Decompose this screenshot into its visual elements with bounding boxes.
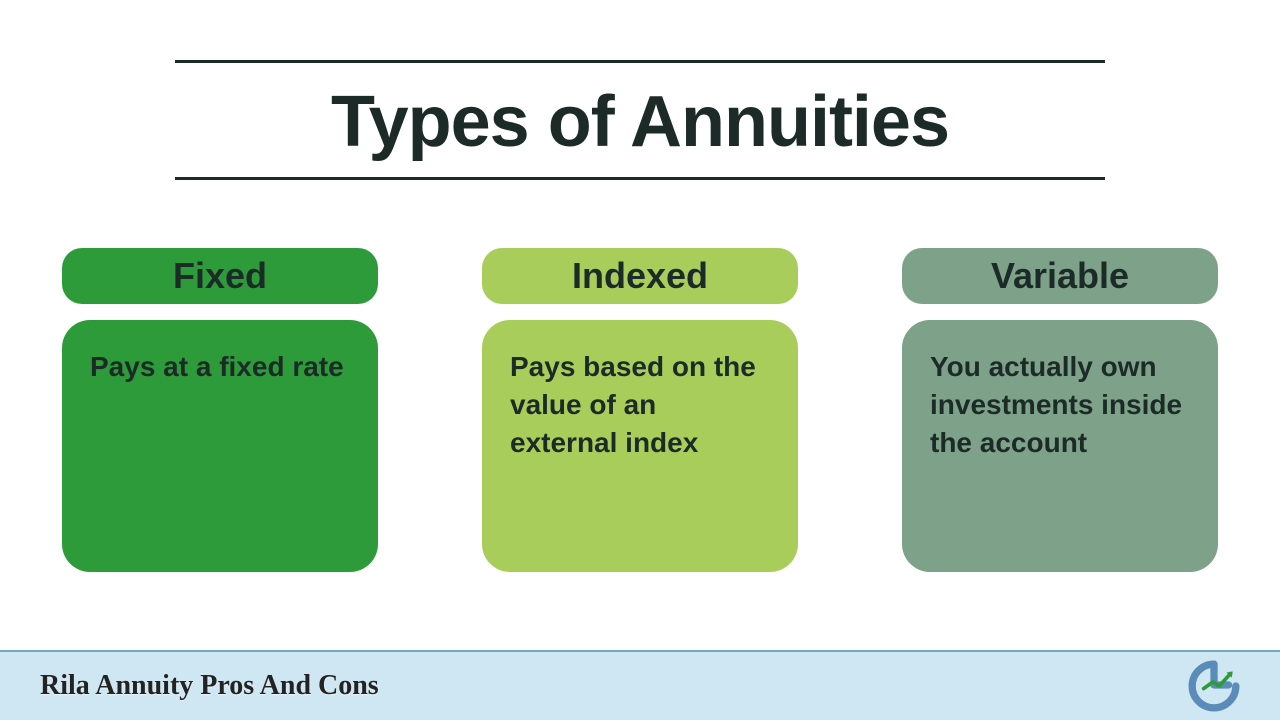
slide-title: Types of Annuities bbox=[175, 63, 1105, 177]
footer-bar: Rila Annuity Pros And Cons bbox=[0, 650, 1280, 720]
card-fixed: Fixed Pays at a fixed rate bbox=[62, 248, 378, 572]
slide: Types of Annuities Fixed Pays at a fixed… bbox=[0, 0, 1280, 720]
card-indexed: Indexed Pays based on the value of an ex… bbox=[482, 248, 798, 572]
card-variable: Variable You actually own investments in… bbox=[902, 248, 1218, 572]
logo-icon bbox=[1188, 660, 1240, 712]
card-header-fixed: Fixed bbox=[62, 248, 378, 304]
title-block: Types of Annuities bbox=[175, 60, 1105, 180]
card-body-variable: You actually own investments inside the … bbox=[902, 320, 1218, 572]
card-header-indexed: Indexed bbox=[482, 248, 798, 304]
card-body-indexed: Pays based on the value of an external i… bbox=[482, 320, 798, 572]
card-body-fixed: Pays at a fixed rate bbox=[62, 320, 378, 572]
card-header-variable: Variable bbox=[902, 248, 1218, 304]
cards-row: Fixed Pays at a fixed rate Indexed Pays … bbox=[62, 248, 1218, 572]
footer-text: Rila Annuity Pros And Cons bbox=[40, 670, 379, 702]
rule-bottom bbox=[175, 177, 1105, 180]
